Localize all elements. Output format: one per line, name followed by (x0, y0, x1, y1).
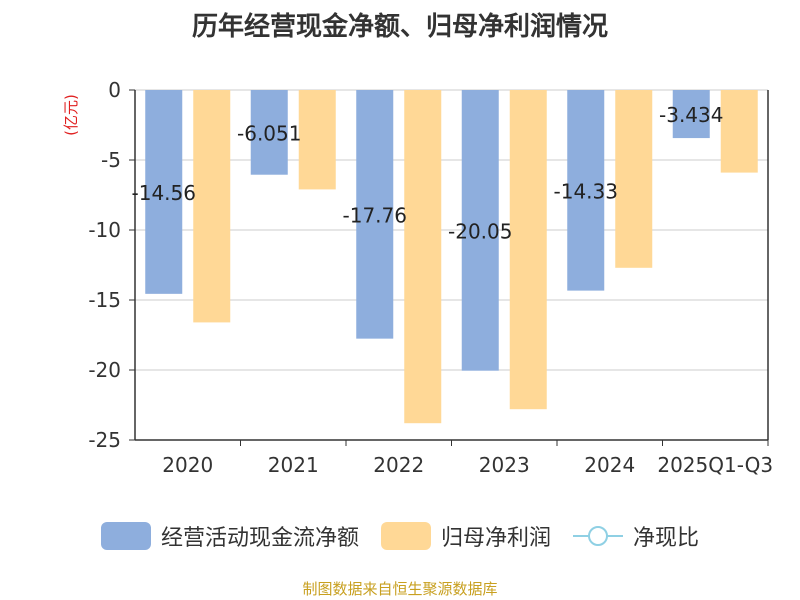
bar-profit (509, 90, 547, 410)
bar-profit (193, 90, 231, 323)
x-tick-label: 2025Q1-Q3 (657, 453, 773, 477)
bar-cash (567, 90, 605, 291)
data-label-cash: -20.05 (448, 219, 512, 243)
bar-profit (720, 90, 758, 173)
y-tick-label: -20 (88, 358, 121, 382)
bar-cash (250, 90, 288, 175)
data-label-cash: -6.051 (237, 121, 301, 145)
data-label-cash: -3.434 (659, 103, 723, 127)
x-tick-label: 2024 (584, 453, 635, 477)
legend-swatch-profit (380, 522, 431, 550)
x-tick-label: 2022 (373, 453, 424, 477)
legend-label-cash: 经营活动现金流净额 (160, 526, 359, 551)
chart-title: 历年经营现金净额、归母净利润情况 (191, 12, 608, 42)
y-tick-label: 0 (108, 78, 121, 102)
legend-swatch-ratio (573, 522, 623, 550)
y-tick-label: -15 (88, 288, 121, 312)
legend-item-ratio[interactable]: 净现比 (573, 520, 699, 552)
legend-label-profit: 归母净利润 (440, 526, 551, 551)
data-label-cash: -17.76 (343, 203, 407, 227)
legend: 经营活动现金流净额 归母净利润 净现比 (0, 516, 800, 556)
legend-item-profit[interactable]: 归母净利润 (380, 520, 551, 552)
bar-cash (145, 90, 183, 294)
x-tick-label: 2021 (268, 453, 319, 477)
bar-cash (461, 90, 499, 371)
data-label-cash: -14.33 (554, 179, 618, 203)
y-tick-label: -25 (88, 428, 121, 452)
bar-cash (356, 90, 394, 339)
y-axis-label: (亿元) (62, 94, 80, 136)
bar-cash (672, 90, 710, 139)
data-label-cash: -14.56 (132, 181, 196, 205)
y-tick-label: -5 (101, 148, 121, 172)
x-tick-label: 2020 (162, 453, 213, 477)
bar-profit (615, 90, 653, 268)
bar-profit (404, 90, 442, 424)
legend-label-ratio: 净现比 (633, 526, 700, 551)
legend-item-cash[interactable]: 经营活动现金流净额 (100, 520, 359, 552)
legend-swatch-cash (100, 522, 151, 550)
y-tick-label: -10 (88, 218, 121, 242)
bar-profit (298, 90, 336, 190)
x-tick-label: 2023 (479, 453, 530, 477)
source-note: 制图数据来自恒生聚源数据库 (302, 580, 498, 598)
